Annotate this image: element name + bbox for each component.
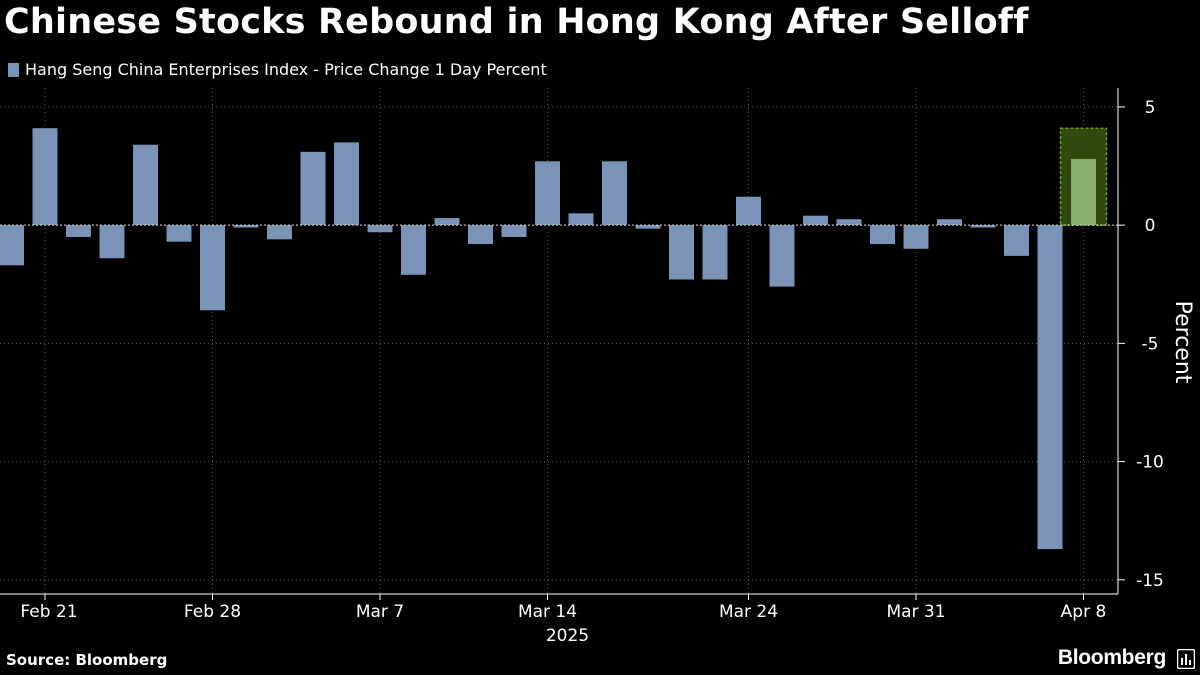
bar [166, 225, 192, 242]
bar [769, 225, 795, 287]
bar [970, 225, 996, 228]
x-tick-label: Mar 31 [886, 602, 945, 622]
bar [367, 225, 393, 233]
y-tick-label: 0 [1145, 216, 1156, 236]
bar [32, 128, 58, 226]
bar [200, 225, 225, 311]
x-tick-label: Feb 28 [184, 602, 241, 622]
bar [99, 225, 125, 259]
bar [501, 225, 527, 237]
bar [903, 225, 929, 249]
bar [702, 225, 728, 280]
bloomberg-logo: Bloomberg [1057, 646, 1166, 669]
legend-swatch [8, 62, 19, 77]
bar [66, 225, 91, 237]
bar [535, 161, 560, 226]
bar [334, 142, 359, 226]
legend-label: Hang Seng China Enterprises Index - Pric… [25, 60, 547, 79]
bar [602, 161, 627, 226]
bar [434, 218, 460, 226]
bar [1071, 158, 1096, 226]
bar [635, 225, 661, 229]
bar [300, 151, 326, 226]
legend: Hang Seng China Enterprises Index - Pric… [8, 60, 547, 79]
bar [0, 225, 24, 266]
x-tick-label: Mar 7 [356, 602, 404, 622]
source-note: Source: Bloomberg [6, 651, 168, 669]
x-year-label: 2025 [546, 626, 589, 646]
bar [803, 215, 828, 226]
y-tick-label: -15 [1136, 571, 1164, 591]
bar [836, 219, 862, 226]
bar [1037, 225, 1063, 550]
bar [669, 225, 694, 280]
x-tick-label: Mar 24 [719, 602, 778, 622]
bar [401, 225, 426, 275]
bar [267, 225, 292, 240]
y-tick-label: 5 [1145, 98, 1156, 118]
x-tick-label: Mar 14 [518, 602, 577, 622]
bar [736, 196, 761, 226]
bar [568, 213, 594, 226]
y-tick-label: -5 [1142, 334, 1159, 354]
bar [870, 225, 895, 245]
bar [133, 144, 158, 226]
x-tick-label: Feb 21 [20, 602, 77, 622]
bar [233, 225, 259, 228]
bar [937, 219, 962, 226]
x-tick-label: Apr 8 [1061, 602, 1107, 622]
chart-title: Chinese Stocks Rebound in Hong Kong Afte… [4, 2, 1029, 42]
bloomberg-terminal-icon [1177, 649, 1195, 669]
bar [468, 225, 493, 245]
bar [1004, 225, 1029, 256]
y-axis-label: Percent [1170, 301, 1195, 384]
y-tick-label: -10 [1136, 453, 1164, 473]
